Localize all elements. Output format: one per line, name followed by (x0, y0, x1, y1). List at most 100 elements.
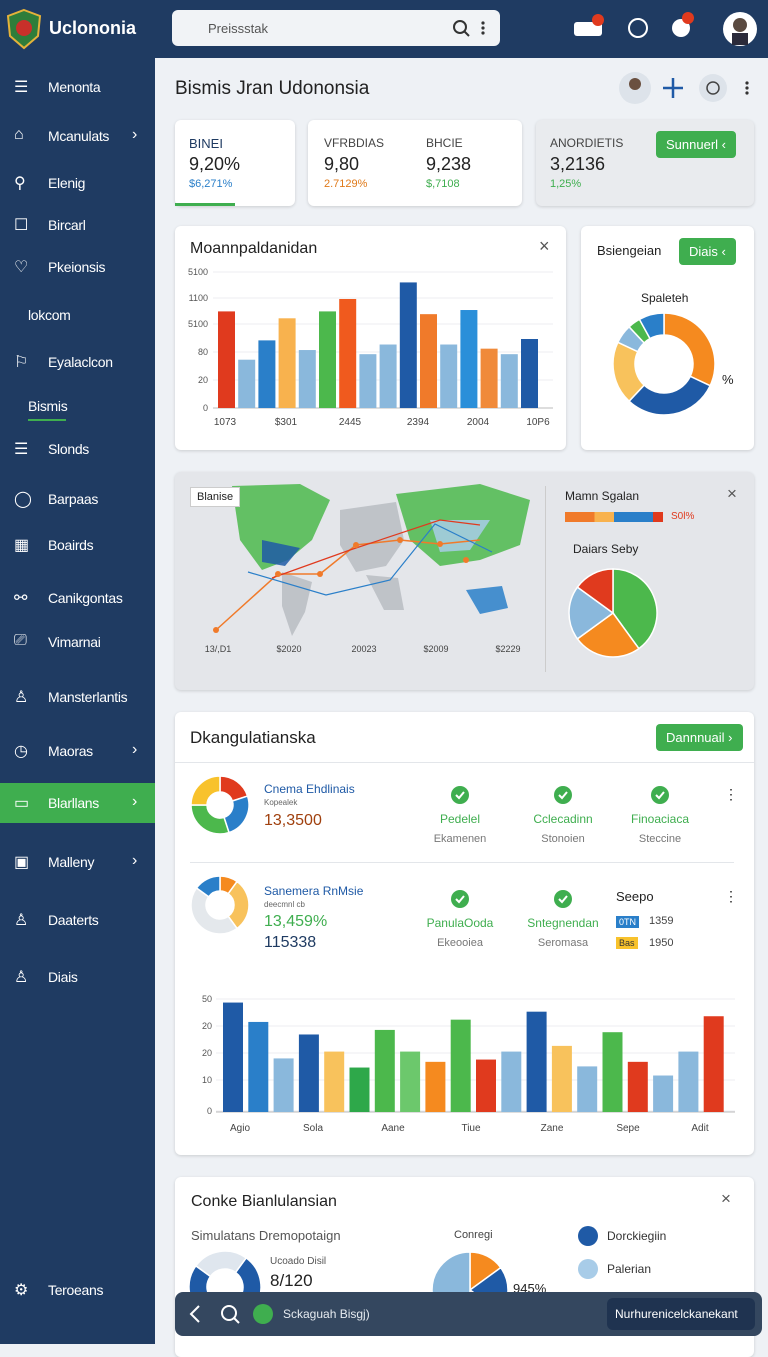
legend-tag: 0TN (616, 916, 640, 928)
bar-icons[interactable] (185, 1302, 285, 1326)
nav-icon: ▭ (14, 795, 30, 812)
nav-item[interactable]: Menonta (48, 79, 101, 95)
nav-item[interactable]: Slonds (48, 441, 90, 457)
row-value: 115338 (264, 934, 317, 951)
nav-icon: ◯ (14, 491, 32, 508)
nav-item[interactable]: Blarllans (48, 795, 99, 811)
nav-icon: ⚯ (14, 590, 28, 607)
stat-value: 9,20% (189, 154, 241, 174)
brand: Uclononia (49, 18, 137, 38)
legend-label: Palerian (607, 1262, 652, 1276)
nav-icon: ♙ (14, 912, 29, 929)
panel-button[interactable]: Diais ‹ (679, 238, 736, 265)
nav-item[interactable]: Bismis (28, 398, 68, 414)
chevron: › (132, 126, 138, 143)
nav-item[interactable]: Mcanulats (48, 128, 110, 144)
donut-unit: % (722, 372, 734, 387)
divider (175, 762, 754, 763)
chevron: › (132, 793, 138, 810)
underline (175, 203, 235, 206)
stat-label: VFRBDIAS (324, 136, 385, 150)
nav-icon: ⚙ (14, 1282, 29, 1299)
row-value: 13,3500 (264, 812, 322, 829)
search-icons (453, 20, 485, 37)
panel-title: Dkangulatianska (190, 728, 316, 747)
stat-value: 8/120 (270, 1271, 313, 1290)
stat-sub: $,7108 (426, 178, 460, 190)
stat-card[interactable]: ANORDIETIS 3,2136 1,25% Sunnuerl ‹ (536, 120, 754, 206)
legend-label: 1359 (649, 915, 674, 927)
side-title: Mamn Sgalan (565, 489, 640, 503)
row-name: Cnema Ehdlinais (264, 782, 355, 796)
nav-item[interactable]: Malleny (48, 854, 95, 870)
header-icons[interactable] (568, 10, 768, 50)
nav-item[interactable]: Bircarl (48, 217, 86, 233)
bar-panel: Moannpaldanidan × (175, 226, 566, 450)
stat-card[interactable]: BINEI 9,20% $6,271% (175, 120, 295, 206)
legend-tag: Bas (616, 937, 638, 949)
row-value: 13,459% (264, 913, 328, 930)
chevron: › (132, 852, 138, 869)
bottom-bar: Sckaguah Bisgj) Nurhurenicelckanekant (175, 1292, 762, 1336)
more[interactable]: ⋮ (724, 888, 738, 904)
subtitle: Simulatans Dremopotaign (191, 1228, 341, 1243)
nav-item[interactable]: Boairds (48, 537, 94, 553)
donut-panel: Bsiengeian Diais ‹ Spaleteh % (581, 226, 754, 450)
nav-item[interactable]: Teroeans (48, 1282, 104, 1298)
stat-value: 9,80 (324, 154, 360, 174)
divider (190, 862, 734, 863)
nav-item[interactable]: lokcom (28, 307, 71, 323)
search-placeholder: Preissstak (208, 21, 268, 36)
pie-title: Daiars Seby (573, 542, 639, 556)
nav-icon: ▣ (14, 854, 30, 871)
stat-sub: 1,25% (550, 178, 582, 190)
stats-button[interactable]: Sunnuerl ‹ (656, 131, 736, 158)
nav-icon: ♡ (14, 259, 29, 276)
panel-button[interactable]: Dannnuail › (656, 724, 743, 751)
nav-icon: ⎚ (14, 632, 27, 649)
legend-label: Dorckiegiin (607, 1229, 667, 1243)
panel-title: Moannpaldanidan (190, 240, 318, 257)
nav-item[interactable]: Mansterlantis (48, 689, 128, 705)
page-title: Bismis Jran Udononsia (175, 78, 370, 99)
sidebar: ☰ Menonta ⌂ Mcanulats › ⚲ Elenig ☐ Bircarl ♡ Pkeio… (0, 58, 155, 1344)
stat-card[interactable]: VFRBDIAS 9,80 2.7129% BHCIE 9,238 $,7108 (308, 120, 522, 206)
close[interactable]: × (721, 1189, 731, 1208)
close[interactable]: × (727, 484, 737, 503)
panel-title: Bsiengeian (597, 243, 662, 258)
detail-panel: Dkangulatianska Dannnuail › Cnema Ehdlin… (175, 712, 754, 1155)
bar-button[interactable]: Nurhurenicelckanekant (607, 1298, 755, 1330)
more[interactable]: ⋮ (724, 786, 738, 802)
toolbar[interactable] (615, 70, 765, 106)
pie-title: Conregi (454, 1229, 493, 1241)
nav-item[interactable]: Vimarnai (48, 634, 101, 650)
progress-bar (565, 512, 663, 522)
bar-search[interactable]: Sckaguah Bisgj) (283, 1307, 370, 1321)
nav-item[interactable]: Pkeionsis (48, 259, 106, 275)
nav-item[interactable]: Eyalaclcon (48, 354, 113, 370)
row-name: Sanemera RnMsie (264, 884, 364, 898)
nav-item[interactable]: Maoras (48, 743, 93, 759)
nav-item[interactable]: Barpaas (48, 491, 99, 507)
nav-icon: ♙ (14, 969, 29, 986)
nav-item[interactable]: Daaterts (48, 912, 99, 928)
nav-icon: ☰ (14, 441, 29, 458)
nav-item[interactable]: Elenig (48, 175, 86, 191)
logo (6, 8, 42, 50)
legend-icons (578, 1226, 598, 1279)
nav-icon: ☐ (14, 217, 29, 234)
donut-caption: Spaleteh (641, 291, 689, 305)
nav-item[interactable]: Canikgontas (48, 590, 123, 606)
nav-icon: ⚐ (14, 354, 29, 371)
legend-label: 1950 (649, 937, 674, 949)
divider (545, 486, 546, 672)
search-box[interactable]: Preissstak (172, 10, 500, 46)
close[interactable]: × (539, 236, 550, 256)
nav-icon: ▦ (14, 537, 30, 554)
nav-icon: ⚲ (14, 175, 26, 192)
stat-sub: 2.7129% (324, 178, 368, 190)
stat-label: Ucoado Disil (270, 1256, 327, 1267)
side-value: S0l% (671, 511, 695, 522)
nav-item[interactable]: Diais (48, 969, 78, 985)
